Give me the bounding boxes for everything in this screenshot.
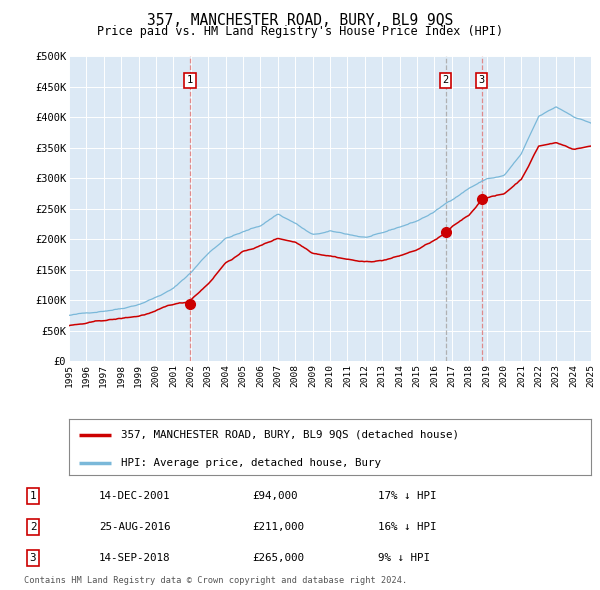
Text: 2: 2: [30, 522, 36, 532]
Text: Price paid vs. HM Land Registry's House Price Index (HPI): Price paid vs. HM Land Registry's House …: [97, 25, 503, 38]
Text: Contains HM Land Registry data © Crown copyright and database right 2024.: Contains HM Land Registry data © Crown c…: [24, 576, 407, 585]
Text: HPI: Average price, detached house, Bury: HPI: Average price, detached house, Bury: [121, 458, 381, 468]
Text: £211,000: £211,000: [252, 522, 304, 532]
Text: 3: 3: [478, 76, 485, 86]
Text: 9% ↓ HPI: 9% ↓ HPI: [378, 553, 430, 562]
Text: 14-DEC-2001: 14-DEC-2001: [99, 491, 170, 501]
Text: £265,000: £265,000: [252, 553, 304, 562]
Text: 16% ↓ HPI: 16% ↓ HPI: [378, 522, 437, 532]
Text: 3: 3: [30, 553, 36, 562]
Text: 357, MANCHESTER ROAD, BURY, BL9 9QS (detached house): 357, MANCHESTER ROAD, BURY, BL9 9QS (det…: [121, 430, 459, 440]
Text: 1: 1: [30, 491, 36, 501]
Text: 25-AUG-2016: 25-AUG-2016: [99, 522, 170, 532]
Text: 17% ↓ HPI: 17% ↓ HPI: [378, 491, 437, 501]
Text: 1: 1: [187, 76, 193, 86]
Text: 357, MANCHESTER ROAD, BURY, BL9 9QS: 357, MANCHESTER ROAD, BURY, BL9 9QS: [147, 13, 453, 28]
Text: £94,000: £94,000: [252, 491, 298, 501]
Text: 14-SEP-2018: 14-SEP-2018: [99, 553, 170, 562]
Text: 2: 2: [442, 76, 449, 86]
